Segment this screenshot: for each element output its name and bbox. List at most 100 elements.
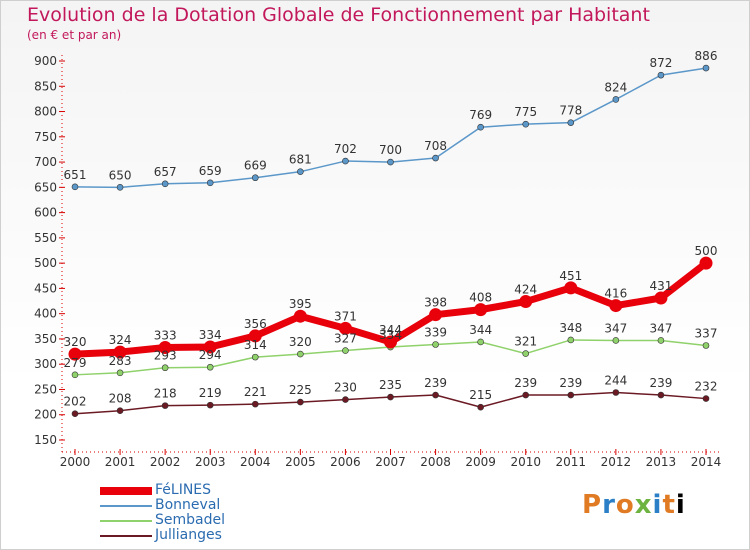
x-tick-label: 2011	[556, 455, 587, 469]
data-label-bonneval: 872	[649, 56, 672, 70]
data-point-bonneval	[657, 71, 665, 79]
legend-label-felines: FéLINES	[155, 482, 212, 498]
data-label-felines: 416	[604, 287, 627, 301]
data-point-felines	[699, 256, 713, 270]
data-label-sembadel: 294	[199, 348, 222, 362]
data-point-bonneval	[342, 157, 349, 165]
data-point-bonneval	[612, 96, 620, 103]
data-point-bonneval	[702, 64, 710, 72]
y-tick-label: 400	[34, 307, 57, 321]
x-tick-label: 2005	[285, 455, 316, 469]
x-tick-label: 2006	[330, 455, 361, 469]
data-point-felines	[338, 321, 352, 335]
data-label-sembadel: 348	[559, 321, 582, 335]
data-label-jullianges: 218	[154, 387, 177, 401]
x-tick-label: 2004	[240, 455, 271, 469]
data-point-jullianges	[206, 401, 214, 409]
data-label-felines: 320	[64, 335, 87, 349]
data-label-sembadel: 347	[604, 321, 627, 335]
x-tick-label: 2009	[465, 455, 496, 469]
data-point-felines	[474, 303, 488, 317]
data-label-jullianges: 221	[244, 385, 267, 399]
data-label-felines: 424	[514, 283, 537, 297]
data-label-bonneval: 650	[109, 168, 132, 182]
logo-letter: x	[634, 490, 653, 520]
x-tick-label: 2001	[105, 455, 136, 469]
data-label-sembadel: 334	[379, 328, 402, 342]
x-tick-label: 2012	[601, 455, 632, 469]
axes: 150 200 250 300 350 400 450 500 550 600 650 700 750 8…	[34, 54, 722, 469]
data-label-jullianges: 235	[379, 378, 402, 392]
data-label-jullianges: 239	[424, 376, 447, 390]
data-label-bonneval: 651	[64, 168, 87, 182]
data-label-bonneval: 775	[514, 105, 537, 119]
y-tick-label: 550	[34, 231, 57, 245]
y-tick-label: 600	[34, 206, 57, 220]
data-label-felines: 356	[244, 317, 267, 331]
data-point-bonneval	[71, 183, 79, 191]
data-label-bonneval: 657	[154, 165, 177, 179]
data-point-bonneval	[161, 180, 169, 188]
data-point-felines	[158, 341, 172, 355]
y-tick-label: 750	[34, 130, 57, 144]
data-label-bonneval: 886	[695, 49, 718, 63]
data-labels: 320 324 333 334 356 395 371 344 398 408 424 451 416 4…	[64, 49, 718, 409]
data-label-jullianges: 239	[649, 376, 672, 390]
chart-subtitle: (en € et par an)	[27, 28, 122, 42]
x-tick-label: 2002	[150, 455, 181, 469]
data-point-jullianges	[161, 402, 169, 409]
data-point-bonneval	[206, 179, 214, 187]
data-label-bonneval: 778	[559, 104, 582, 118]
data-point-felines	[384, 335, 397, 349]
data-point-bonneval	[432, 154, 439, 162]
data-label-felines: 334	[199, 328, 222, 342]
data-label-felines: 500	[695, 244, 718, 258]
data-point-felines	[519, 295, 533, 309]
data-point-sembadel	[161, 364, 169, 372]
data-label-felines: 324	[109, 333, 132, 347]
data-point-sembadel	[612, 337, 620, 344]
logo-letter: i	[652, 490, 663, 520]
y-tick-label: 650	[34, 180, 57, 194]
data-point-sembadel	[477, 338, 484, 346]
data-label-felines: 344	[379, 323, 402, 337]
data-point-jullianges	[567, 391, 575, 399]
data-label-felines: 408	[469, 291, 492, 305]
legend-swatch-jullianges	[100, 535, 152, 537]
data-point-sembadel	[71, 371, 79, 379]
data-label-felines: 451	[559, 269, 582, 283]
data-point-felines	[248, 329, 262, 343]
logo-letter: P	[582, 490, 603, 520]
data-point-sembadel	[251, 353, 259, 361]
y-tick-label: 300	[34, 357, 57, 371]
data-point-bonneval	[251, 174, 259, 182]
data-point-felines	[609, 299, 623, 313]
legend-label-bonneval: Bonneval	[155, 497, 221, 513]
data-label-jullianges: 202	[64, 395, 87, 409]
data-point-bonneval	[477, 123, 484, 131]
data-label-jullianges: 239	[514, 376, 537, 390]
data-label-sembadel: 320	[289, 335, 312, 349]
data-label-jullianges: 230	[334, 381, 357, 395]
data-point-bonneval	[387, 158, 394, 166]
data-point-felines	[203, 340, 217, 354]
series-lines	[68, 64, 713, 418]
data-label-jullianges: 239	[559, 376, 582, 390]
data-point-sembadel	[206, 363, 214, 371]
y-tick-label: 800	[34, 105, 57, 119]
data-point-jullianges	[432, 391, 439, 399]
data-point-sembadel	[297, 350, 304, 358]
data-point-jullianges	[657, 391, 665, 399]
data-point-sembadel	[657, 337, 665, 344]
data-label-bonneval: 669	[244, 159, 267, 173]
data-label-jullianges: 208	[109, 392, 132, 406]
data-point-sembadel	[522, 350, 530, 357]
data-label-sembadel: 337	[695, 327, 718, 341]
y-tick-label: 700	[34, 155, 57, 169]
logo-letter: o	[615, 490, 635, 520]
data-point-jullianges	[477, 403, 484, 411]
y-tick-label: 350	[34, 332, 57, 346]
x-tick-label: 2008	[420, 455, 451, 469]
data-point-felines	[293, 309, 307, 323]
